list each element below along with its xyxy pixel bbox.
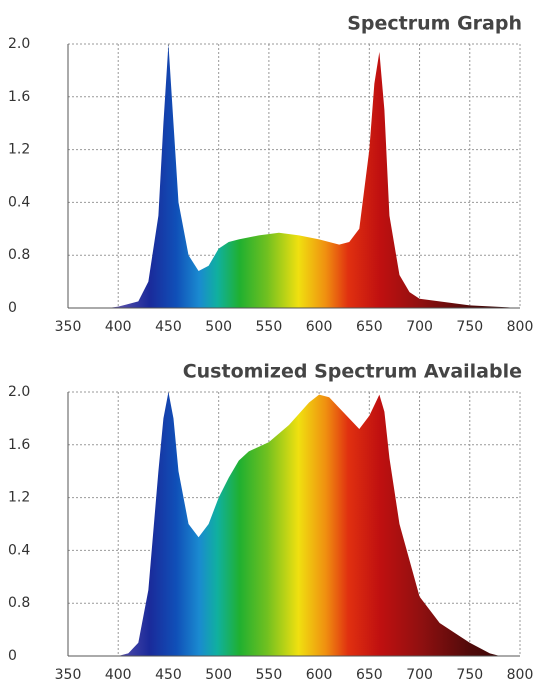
y-tick-label: 0.4 — [8, 194, 30, 210]
chart-title: Spectrum Graph — [347, 13, 522, 35]
y-tick-label: 0.8 — [8, 595, 30, 611]
x-tick-label: 550 — [256, 667, 283, 683]
y-tick-label: 1.6 — [8, 89, 30, 105]
x-tick-label: 500 — [205, 667, 232, 683]
x-tick-label: 500 — [205, 319, 232, 335]
y-tick-label: 1.6 — [8, 437, 30, 453]
chart-title: Customized Spectrum Available — [183, 361, 522, 383]
x-tick-label: 350 — [55, 319, 82, 335]
x-tick-label: 400 — [105, 667, 132, 683]
x-tick-label: 400 — [105, 319, 132, 335]
x-tick-label: 450 — [155, 319, 182, 335]
x-tick-label: 600 — [306, 667, 333, 683]
spectrum-area — [108, 44, 520, 308]
x-tick-label: 700 — [406, 667, 433, 683]
x-tick-label: 450 — [155, 667, 182, 683]
x-tick-label: 350 — [55, 667, 82, 683]
y-tick-label: 2.0 — [8, 36, 30, 52]
x-tick-label: 800 — [507, 667, 534, 683]
y-tick-label: 0 — [8, 648, 17, 664]
spectrum-area — [118, 392, 500, 656]
x-tick-label: 600 — [306, 319, 333, 335]
x-tick-label: 750 — [456, 319, 483, 335]
y-tick-label: 1.2 — [8, 490, 30, 506]
y-tick-label: 0.4 — [8, 542, 30, 558]
y-tick-label: 0.8 — [8, 247, 30, 263]
y-tick-label: 1.2 — [8, 142, 30, 158]
x-tick-label: 650 — [356, 319, 383, 335]
y-tick-label: 2.0 — [8, 384, 30, 400]
x-tick-label: 550 — [256, 319, 283, 335]
x-tick-label: 650 — [356, 667, 383, 683]
x-tick-label: 800 — [507, 319, 534, 335]
x-tick-label: 750 — [456, 667, 483, 683]
y-tick-label: 0 — [8, 300, 17, 316]
x-tick-label: 700 — [406, 319, 433, 335]
